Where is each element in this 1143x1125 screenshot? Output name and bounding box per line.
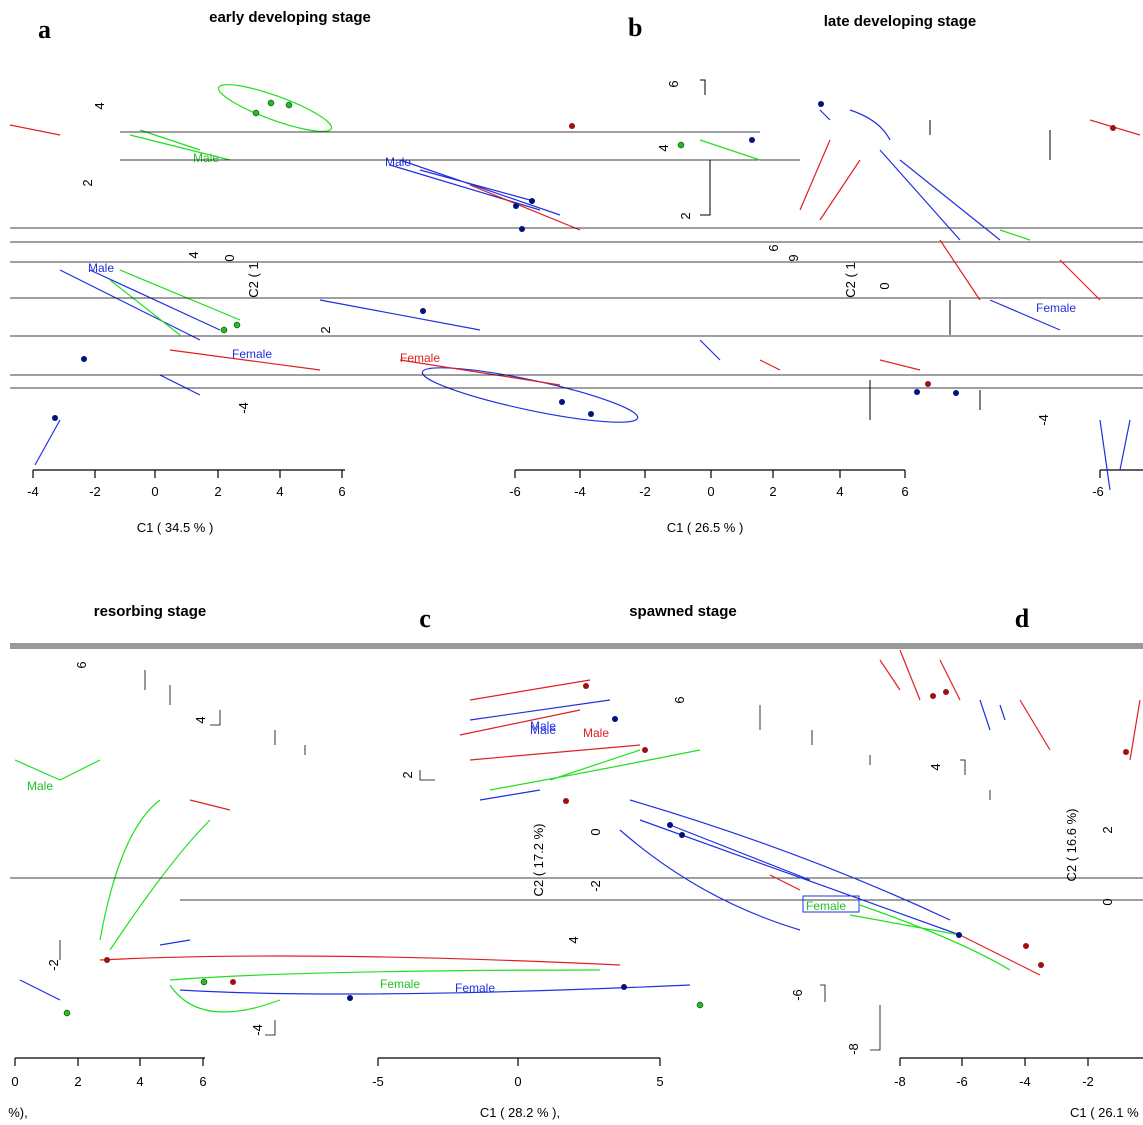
- y-tick-label: 6: [666, 80, 681, 87]
- y-tick-label: 4: [566, 936, 581, 943]
- panel-title: spawned stage: [629, 603, 737, 620]
- x-axis-label: C1 ( 34.5 % ): [137, 520, 214, 535]
- y-tick-label: 0: [1100, 898, 1115, 905]
- x-tick-label: 6: [338, 484, 345, 499]
- x-tick-label: 0: [514, 1074, 521, 1089]
- x-tick-label: -6: [509, 484, 521, 499]
- x-tick-label: 4: [276, 484, 283, 499]
- y-tick-label: 2: [318, 326, 333, 333]
- x-tick-label: 4: [136, 1074, 143, 1089]
- panel-letter: d: [1015, 604, 1030, 633]
- y-tick-label: 4: [193, 716, 208, 723]
- x-tick-label: 2: [74, 1074, 81, 1089]
- group-label: Male: [583, 726, 609, 740]
- y-tick-label: 6: [672, 696, 687, 703]
- x-axis-label: %),: [8, 1105, 28, 1120]
- panel-letter: a: [38, 15, 51, 44]
- x-axis-label: C1 ( 26.1 %: [1070, 1105, 1139, 1120]
- group-label: Female: [1036, 301, 1076, 315]
- y-tick-label: 9: [786, 254, 801, 261]
- x-axis: [14, 1057, 205, 1066]
- y-tick-label: 2: [1100, 826, 1115, 833]
- x-tick-label: -5: [372, 1074, 384, 1089]
- group-label: Female: [232, 347, 272, 361]
- y-tick-label: 4: [928, 763, 943, 770]
- group-label: Male: [530, 719, 556, 733]
- x-tick-label: -8: [894, 1074, 906, 1089]
- y-axis-label: C2 ( 17.2 %): [531, 824, 546, 897]
- x-tick-label: 0: [11, 1074, 18, 1089]
- x-axis-label: C1 ( 28.2 % ),: [480, 1105, 560, 1120]
- x-tick-label: -4: [27, 484, 39, 499]
- y-tick-label: -2: [46, 959, 61, 971]
- x-axis: [514, 469, 1143, 478]
- x-tick-label: -2: [89, 484, 101, 499]
- group-label: Female: [806, 899, 846, 913]
- y-tick-label: 6: [766, 244, 781, 251]
- x-tick-label: 2: [214, 484, 221, 499]
- y-tick-label: -4: [236, 402, 251, 414]
- x-axis: [32, 469, 345, 478]
- y-axis-label: C2 ( 16.6 %): [1064, 809, 1079, 882]
- x-axis: [377, 1057, 1143, 1066]
- y-tick-label: 4: [656, 144, 671, 151]
- panel-b: b late developing stage -6 -4 -2 0 2 4 6…: [509, 13, 1143, 535]
- y-axis-label: C2 ( 1: [246, 262, 261, 297]
- y-tick-label: 4: [186, 251, 201, 258]
- y-tick-label: -4: [250, 1024, 265, 1036]
- x-tick-label: 4: [836, 484, 843, 499]
- x-tick-label: -4: [1019, 1074, 1031, 1089]
- x-tick-label: 5: [656, 1074, 663, 1089]
- x-tick-label: -2: [1082, 1074, 1094, 1089]
- panel-letter: c: [419, 604, 431, 633]
- y-tick-label: 0: [222, 254, 237, 261]
- x-tick-label: 0: [151, 484, 158, 499]
- x-tick-label: 2: [769, 484, 776, 499]
- panel-c: c resorbing stage 0 2 4 6 %), 6 4 2 0 -2…: [8, 603, 1143, 1120]
- group-label: Female: [380, 977, 420, 991]
- y-tick-label: 2: [400, 771, 415, 778]
- y-tick-label: -2: [588, 880, 603, 892]
- group-label: Male: [530, 723, 556, 737]
- x-tick-label: 6: [199, 1074, 206, 1089]
- x-tick-label: 0: [707, 484, 714, 499]
- x-tick-label: 6: [901, 484, 908, 499]
- panel-title: early developing stage: [209, 9, 371, 26]
- group-label: Male: [27, 779, 53, 793]
- panel-a: a early developing stage -4 -2 0 2 4 6 C…: [9, 9, 1143, 535]
- x-axis-label: C1 ( 26.5 % ): [667, 520, 744, 535]
- group-label: Female: [455, 981, 495, 995]
- x-tick-label: -6: [1092, 484, 1104, 499]
- panel-d: d spawned stage -5 0 5 -8 -6 -4 -2 C1 ( …: [372, 603, 1143, 1120]
- group-label: Male: [88, 261, 114, 275]
- panel-title: late developing stage: [824, 13, 977, 30]
- y-axis-label: C2 ( 1: [843, 262, 858, 297]
- y-tick-label: -4: [1036, 414, 1051, 426]
- y-tick-label: -8: [846, 1043, 861, 1055]
- x-tick-label: -6: [956, 1074, 968, 1089]
- y-tick-label: 2: [80, 179, 95, 186]
- y-tick-label: 4: [92, 102, 107, 109]
- panel-letter: b: [628, 13, 642, 42]
- y-tick-label: 6: [74, 661, 89, 668]
- y-tick-label: 0: [588, 828, 603, 835]
- x-tick-label: -2: [639, 484, 651, 499]
- y-tick-label: 2: [678, 212, 693, 219]
- y-tick-label: 0: [877, 282, 892, 289]
- group-label: Male: [193, 151, 219, 165]
- y-tick-label: -6: [790, 989, 805, 1001]
- panel-title: resorbing stage: [94, 603, 207, 620]
- x-tick-label: -4: [574, 484, 586, 499]
